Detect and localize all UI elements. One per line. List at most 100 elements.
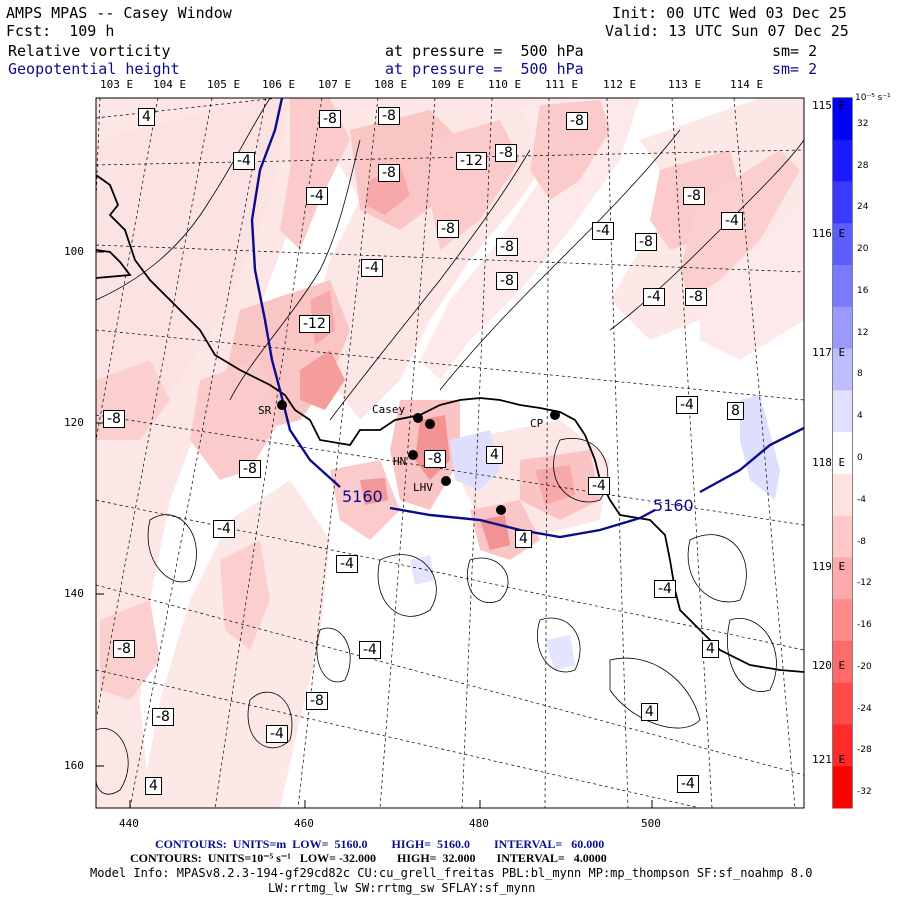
station-label-sr: SR (258, 404, 272, 417)
vorticity-value-label: -4 (233, 152, 255, 170)
lon-label-right: 117 E (812, 346, 846, 359)
colorbar-cell (833, 473, 852, 517)
lon-label: 113 E (668, 78, 702, 91)
lon-label-right: 115 E (812, 99, 846, 112)
vorticity-value-label: -8 (496, 272, 518, 290)
colorbar-label: -32 (857, 787, 872, 798)
vorticity-value-label: -4 (677, 775, 699, 793)
y-tick-label: 100 (64, 245, 84, 258)
lon-label-right: 119 E (812, 560, 846, 573)
station-label-cp: CP (530, 417, 544, 430)
lon-label: 110 E (488, 78, 522, 91)
colorbar-label: 12 (857, 327, 869, 338)
colorbar-cell (833, 390, 852, 433)
colorbar-cell (833, 515, 852, 558)
vorticity-value-label: 4 (515, 530, 532, 548)
vorticity-value-label: -8 (152, 708, 174, 726)
colorbar-label: 20 (857, 244, 869, 255)
vorticity-value-label: -8 (239, 460, 261, 478)
colorbar-cell (833, 432, 852, 475)
init-time: Init: 00 UTC Wed 03 Dec 25 (612, 4, 847, 22)
vorticity-value-label: 4 (138, 108, 155, 126)
colorbar-label: -16 (857, 620, 872, 631)
colorbar-label: 0 (857, 453, 863, 463)
contour-info-vorticity: CONTOURS: UNITS=10⁻⁵ s⁻¹ LOW= -32.000 HI… (130, 851, 607, 865)
vorticity-value-label: -4 (306, 187, 328, 205)
vorticity-value-label: 4 (145, 777, 162, 795)
station-dot-hn[interactable] (408, 450, 418, 460)
colorbar-label: 24 (857, 202, 869, 213)
coastline (96, 174, 804, 673)
lon-label: 109 E (431, 78, 465, 91)
vorticity-value-label: -12 (456, 152, 487, 170)
vorticity-value-label: -8 (306, 692, 328, 710)
contour-info-height: CONTOURS: UNITS=m LOW= 5160.0 HIGH= 5160… (155, 837, 605, 851)
lon-label: 106 E (262, 78, 296, 91)
vorticity-value-label: -8 (424, 450, 446, 468)
colorbar-label: 8 (857, 369, 863, 380)
colorbar (832, 97, 853, 809)
station-dot-casey-2[interactable] (425, 419, 435, 429)
height-contour-label: 5160 (342, 487, 383, 506)
vorticity-value-label: 4 (486, 446, 503, 464)
lon-label-right: 121 E (812, 753, 846, 766)
y-tick-label: 140 (64, 587, 84, 600)
lon-label: 108 E (374, 78, 408, 91)
vorticity-value-label: -8 (113, 640, 135, 658)
station-dot-extra[interactable] (496, 505, 506, 515)
field2-smooth: sm= 2 (772, 60, 818, 78)
colorbar-cells (833, 98, 852, 809)
colorbar-cell (833, 724, 852, 767)
lon-label: 104 E (153, 78, 187, 91)
vorticity-value-label: -8 (495, 144, 517, 162)
colorbar-label: -28 (857, 745, 872, 756)
colorbar-label: 4 (857, 411, 863, 422)
station-dot-cp[interactable] (550, 410, 560, 420)
x-tick-label: 480 (469, 817, 489, 830)
vorticity-value-label: -4 (336, 555, 358, 573)
colorbar-cell (833, 98, 852, 141)
colorbar-cell (833, 223, 852, 266)
vorticity-value-label: -4 (592, 222, 614, 240)
y-tick-label: 160 (64, 759, 84, 772)
field1-smooth: sm= 2 (772, 42, 818, 60)
lon-label: 111 E (545, 78, 579, 91)
station-label-hn: HN (393, 455, 407, 468)
lon-label: 107 E (318, 78, 352, 91)
lon-label-right: 116 E (812, 227, 846, 240)
vorticity-value-label: -4 (266, 725, 288, 743)
lon-label-right: 118 E (812, 456, 846, 469)
vorticity-value-label: -8 (378, 164, 400, 182)
colorbar-label: 28 (857, 160, 869, 171)
lon-label: 103 E (100, 78, 134, 91)
colorbar-cell (833, 139, 852, 183)
colorbar-cell (833, 640, 852, 684)
vorticity-value-label: 4 (702, 640, 719, 658)
lon-label-right: 120 E (812, 659, 846, 672)
forecast-hour: Fcst: 109 h (6, 22, 115, 40)
height-contour-label: 5160 (653, 496, 694, 515)
lon-label: 105 E (207, 78, 241, 91)
vorticity-value-label: 8 (727, 402, 744, 420)
vorticity-value-label: -4 (643, 288, 665, 306)
colorbar-cell (833, 599, 852, 642)
vorticity-value-label: -4 (654, 580, 676, 598)
station-dot-casey-1[interactable] (413, 413, 423, 423)
field1-name: Relative vorticity (8, 42, 171, 60)
colorbar-units: 10⁻⁵ s⁻¹ (855, 93, 891, 103)
colorbar-label: -24 (857, 703, 872, 714)
colorbar-cell (833, 682, 852, 725)
vorticity-value-label: -4 (361, 259, 383, 277)
colorbar-label: 32 (857, 118, 869, 129)
station-dot-sr[interactable] (277, 400, 287, 410)
vorticity-value-label: -8 (319, 110, 341, 128)
field1-level: at pressure = 500 hPa (385, 42, 584, 60)
vorticity-value-label: -8 (437, 220, 459, 238)
station-dot-lhv[interactable] (441, 476, 451, 486)
vorticity-value-label: -8 (103, 410, 125, 428)
vorticity-value-label: -8 (635, 233, 657, 251)
colorbar-cell (833, 306, 852, 350)
colorbar-label: -12 (857, 578, 872, 589)
valid-time: Valid: 13 UTC Sun 07 Dec 25 (605, 22, 849, 40)
